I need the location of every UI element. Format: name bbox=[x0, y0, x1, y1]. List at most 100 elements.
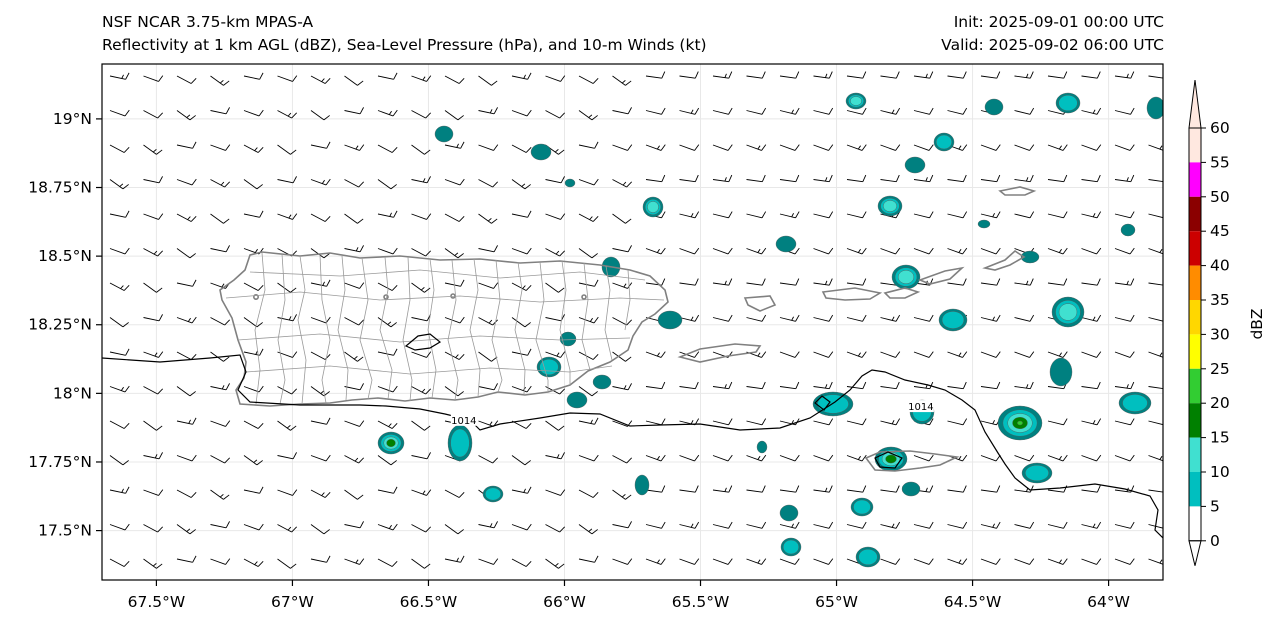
wind-barb bbox=[109, 385, 130, 393]
wind-barb bbox=[277, 176, 297, 184]
wind-barb bbox=[1148, 317, 1163, 322]
wind-barb bbox=[1014, 381, 1034, 390]
wind-barb bbox=[578, 279, 599, 287]
wind-barb bbox=[411, 351, 432, 358]
lake bbox=[581, 294, 587, 300]
wind-barb bbox=[913, 144, 934, 151]
wind-barb bbox=[143, 75, 164, 82]
wind-barb bbox=[679, 174, 699, 183]
colorbar-segment bbox=[1189, 437, 1201, 472]
reflectivity-cell bbox=[1021, 462, 1053, 484]
lon-tick-label: 64°W bbox=[1087, 593, 1130, 611]
wind-barb bbox=[243, 179, 263, 190]
wind-barb bbox=[176, 489, 197, 498]
wind-barb bbox=[1081, 521, 1102, 529]
wind-barb bbox=[1047, 558, 1068, 565]
wind-barb bbox=[1114, 521, 1135, 529]
wind-barb bbox=[143, 489, 164, 496]
reflectivity-cell bbox=[1020, 250, 1040, 264]
wind-barb bbox=[679, 314, 700, 322]
wind-barb bbox=[478, 179, 499, 188]
reflectivity-cell bbox=[977, 219, 991, 229]
wind-barb bbox=[478, 245, 498, 253]
reflectivity-cell bbox=[559, 331, 577, 347]
wind-barb bbox=[277, 386, 298, 395]
wind-barb bbox=[578, 110, 598, 121]
wind-barb bbox=[210, 383, 230, 391]
reflectivity-cell bbox=[850, 497, 874, 517]
wind-barb bbox=[143, 452, 163, 460]
wind-barb bbox=[545, 213, 566, 220]
wind-barb bbox=[712, 381, 733, 390]
wind-barb bbox=[310, 417, 331, 425]
wind-barb bbox=[143, 524, 164, 533]
wind-barb bbox=[947, 521, 968, 529]
municipality-borders bbox=[225, 252, 665, 405]
wind-barb bbox=[712, 485, 733, 493]
wind-barb bbox=[310, 279, 331, 287]
wind-barb bbox=[980, 485, 1001, 493]
wind-barb bbox=[377, 109, 398, 117]
wind-barb bbox=[1081, 418, 1102, 426]
wind-barb bbox=[746, 485, 766, 493]
wind-barb bbox=[1047, 144, 1068, 151]
wind-barb bbox=[109, 523, 130, 531]
wind-barb bbox=[243, 317, 263, 328]
wind-barb bbox=[913, 174, 934, 183]
wind-barb bbox=[478, 75, 498, 86]
wind-barb bbox=[444, 75, 465, 84]
wind-barb bbox=[913, 247, 934, 255]
wind-barb bbox=[109, 486, 130, 494]
wind-barb bbox=[712, 314, 733, 322]
wind-barb bbox=[1114, 278, 1135, 286]
colorbar-segment bbox=[1189, 128, 1201, 163]
reflectivity-cell bbox=[634, 474, 650, 496]
wind-barb bbox=[679, 71, 699, 79]
reflectivity-cell bbox=[780, 537, 802, 557]
reflectivity-cell bbox=[756, 440, 768, 454]
wind-barb bbox=[109, 247, 130, 255]
wind-barb bbox=[310, 489, 331, 498]
wind-barb bbox=[310, 555, 331, 563]
wind-barb bbox=[243, 385, 264, 393]
wind-barb bbox=[679, 454, 700, 462]
wind-barb bbox=[880, 485, 900, 493]
wind-barb bbox=[377, 558, 398, 567]
wind-barb bbox=[143, 314, 163, 322]
wind-barb bbox=[1081, 485, 1101, 493]
wind-barb bbox=[143, 351, 164, 358]
wind-barb bbox=[344, 245, 364, 253]
wind-barb bbox=[947, 174, 967, 183]
wind-barb bbox=[1081, 247, 1102, 255]
wind-barb bbox=[310, 213, 331, 222]
colorbar-segment bbox=[1189, 403, 1201, 438]
wind-barb bbox=[913, 521, 934, 529]
wind-barb bbox=[1114, 418, 1135, 426]
wind-barb bbox=[980, 558, 1001, 565]
wind-barb bbox=[377, 420, 398, 429]
reflectivity-cell bbox=[779, 504, 799, 522]
wind-barb bbox=[109, 455, 129, 466]
wind-barb bbox=[277, 558, 297, 569]
wind-barb bbox=[511, 486, 532, 494]
wind-barb bbox=[612, 144, 633, 151]
culebra-coast bbox=[743, 295, 777, 312]
wind-barb bbox=[176, 248, 196, 259]
wind-barb bbox=[947, 418, 968, 426]
wind-barb bbox=[444, 489, 465, 498]
wind-barb bbox=[511, 455, 531, 466]
wind-barb bbox=[210, 455, 231, 464]
wind-barb bbox=[478, 455, 499, 464]
wind-barb bbox=[243, 144, 264, 153]
lat-tick-label: 18.25°N bbox=[28, 316, 92, 334]
wind-barb bbox=[612, 75, 632, 86]
wind-barb bbox=[545, 282, 565, 293]
wind-barb bbox=[1014, 278, 1034, 286]
wind-barb bbox=[377, 179, 397, 190]
wind-barb bbox=[411, 75, 432, 82]
wind-barb bbox=[880, 144, 901, 151]
wind-barb bbox=[779, 454, 800, 462]
wind-barb bbox=[1047, 418, 1068, 426]
st-croix-coast bbox=[864, 450, 960, 472]
wind-barb bbox=[746, 521, 767, 529]
